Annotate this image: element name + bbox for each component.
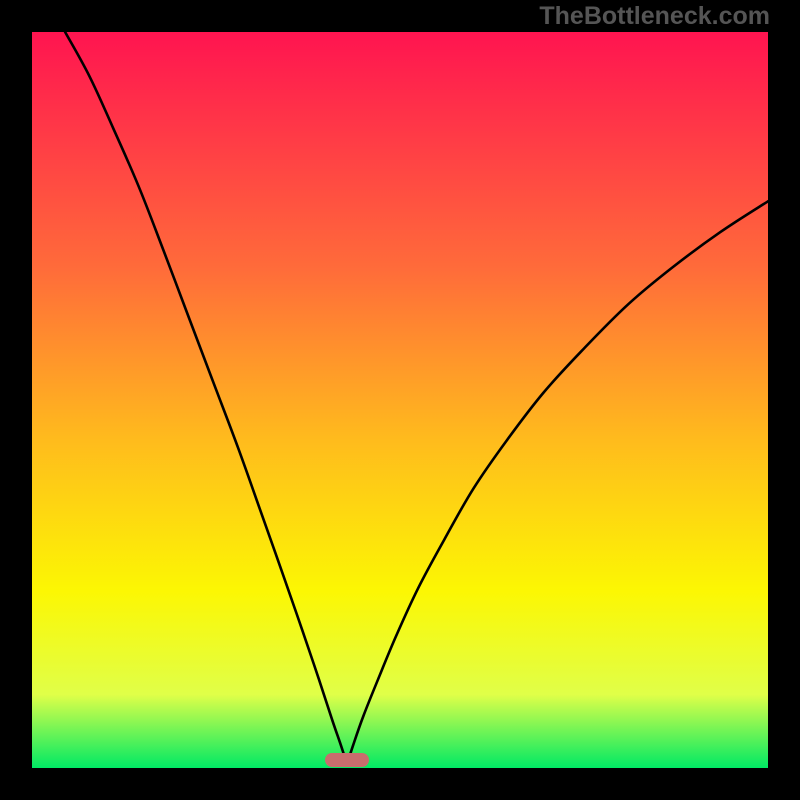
chart-frame: TheBottleneck.com: [0, 0, 800, 800]
curve-left: [65, 32, 347, 764]
bottleneck-curve: [0, 0, 800, 800]
optimum-marker: [325, 753, 369, 767]
curve-right: [347, 201, 768, 764]
watermark-text: TheBottleneck.com: [539, 2, 770, 31]
